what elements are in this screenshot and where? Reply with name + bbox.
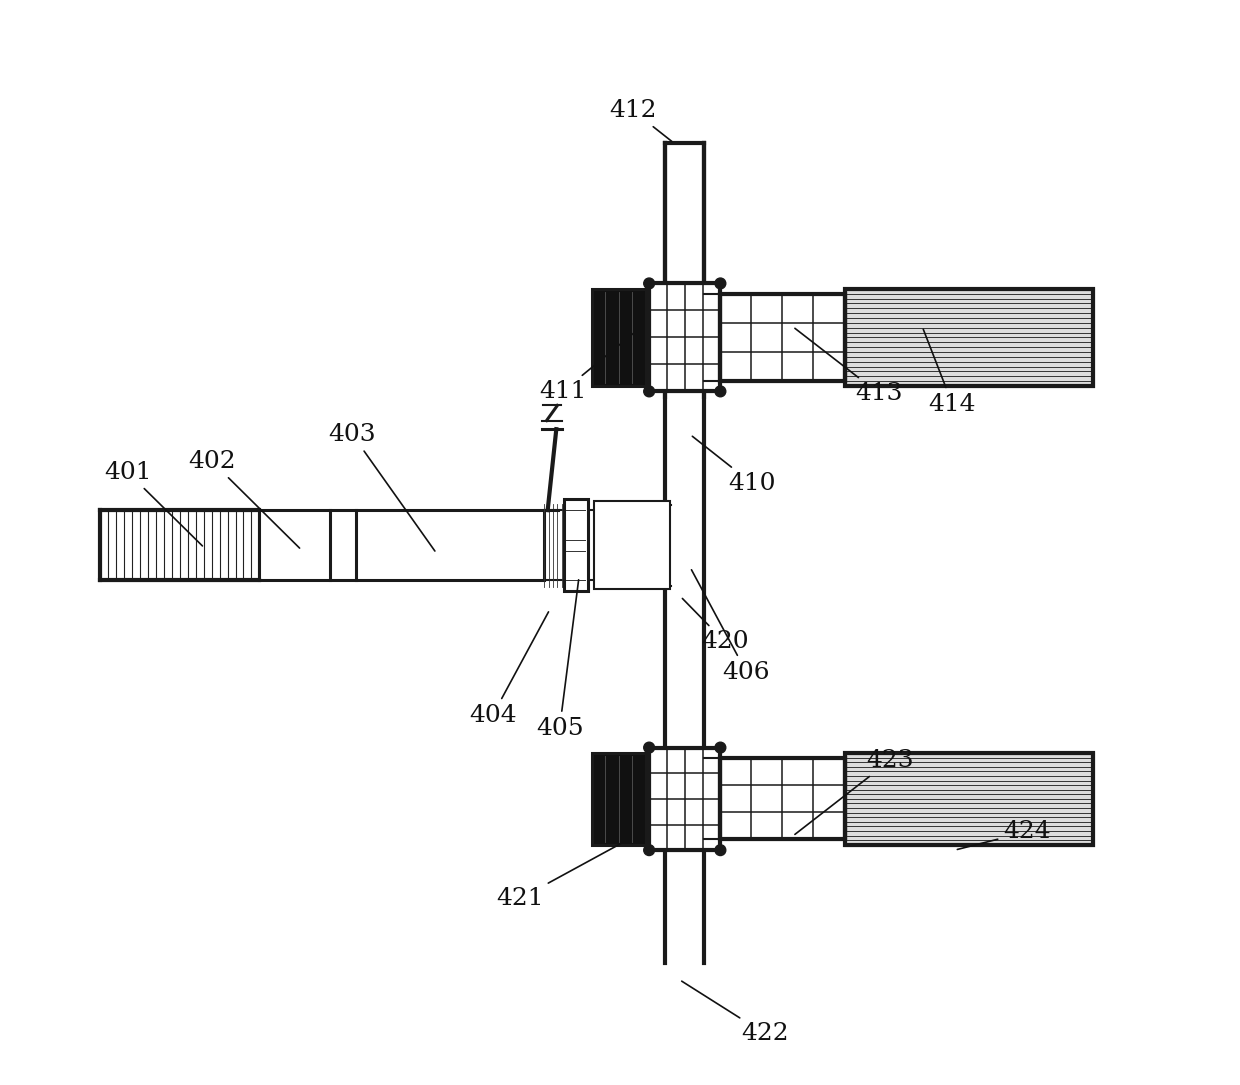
- Text: 424: 424: [957, 820, 1050, 850]
- Text: 421: 421: [496, 841, 626, 910]
- Bar: [356, 510, 544, 580]
- Bar: [259, 510, 330, 580]
- Text: 404: 404: [469, 612, 548, 727]
- Bar: [99, 510, 259, 580]
- Circle shape: [644, 386, 655, 397]
- Text: 412: 412: [609, 99, 672, 141]
- Circle shape: [644, 278, 655, 289]
- Text: 411: 411: [539, 329, 640, 403]
- Bar: [594, 501, 670, 589]
- Text: 422: 422: [682, 981, 789, 1045]
- Bar: [564, 499, 588, 591]
- Bar: [720, 758, 844, 840]
- Circle shape: [715, 742, 725, 753]
- Text: 403: 403: [329, 423, 435, 551]
- Bar: [650, 283, 720, 392]
- Text: 410: 410: [692, 436, 775, 495]
- Circle shape: [644, 742, 655, 753]
- Bar: [591, 753, 646, 845]
- Text: 406: 406: [692, 570, 770, 684]
- Circle shape: [715, 386, 725, 397]
- Bar: [720, 294, 844, 381]
- Text: 401: 401: [104, 461, 202, 546]
- Bar: [650, 748, 720, 851]
- Text: 413: 413: [795, 329, 903, 405]
- Bar: [720, 294, 844, 381]
- Text: 423: 423: [795, 749, 914, 834]
- Text: 402: 402: [188, 450, 300, 548]
- Circle shape: [715, 278, 725, 289]
- Circle shape: [644, 845, 655, 856]
- Circle shape: [715, 845, 725, 856]
- Text: 414: 414: [924, 329, 976, 416]
- Bar: [844, 753, 1092, 845]
- Bar: [650, 748, 720, 851]
- Text: 420: 420: [682, 599, 749, 653]
- Text: 405: 405: [536, 579, 584, 740]
- Bar: [720, 758, 844, 840]
- Bar: [591, 289, 646, 386]
- Bar: [844, 289, 1092, 386]
- Bar: [844, 289, 1092, 386]
- Bar: [844, 753, 1092, 845]
- Bar: [650, 283, 720, 392]
